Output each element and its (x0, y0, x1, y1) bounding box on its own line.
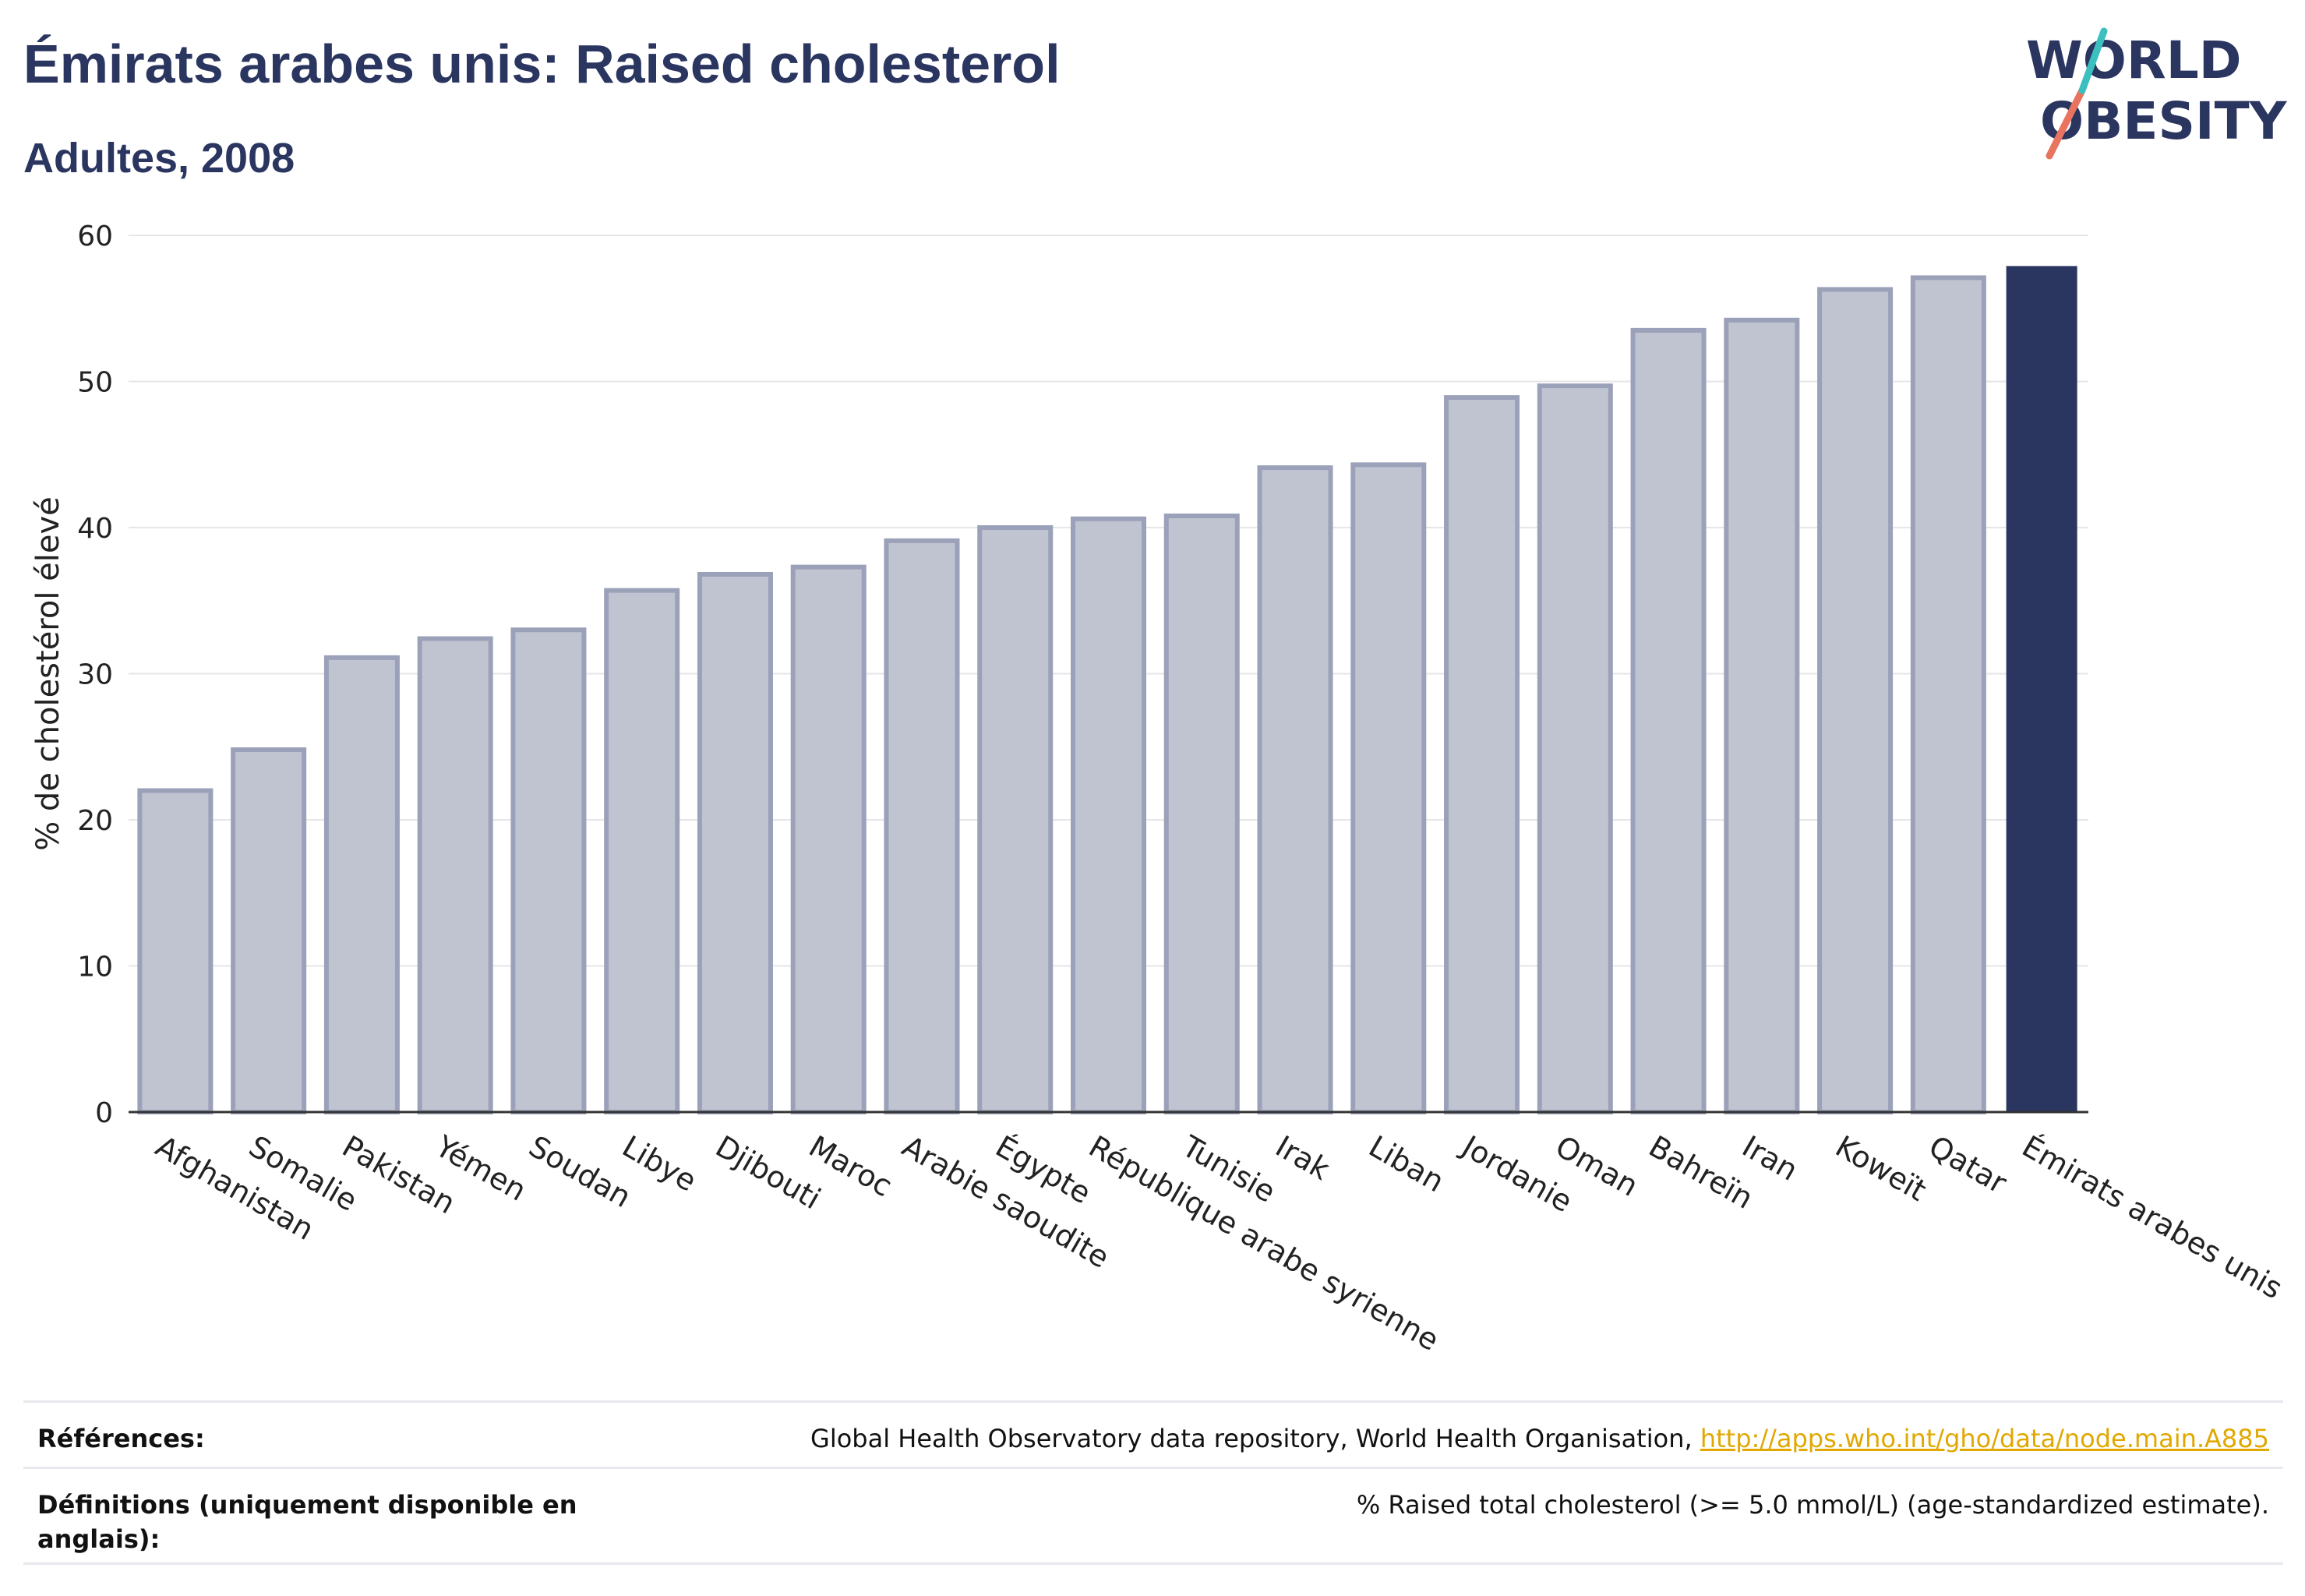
bar (977, 525, 1054, 1114)
bar (697, 572, 773, 1114)
x-tick-label: Bahreïn (1643, 1129, 1760, 1216)
bar (1070, 516, 1147, 1114)
y-tick-label: 40 (77, 513, 113, 545)
y-tick-label: 20 (77, 805, 113, 837)
y-tick-label: 30 (77, 659, 113, 691)
y-tick-label: 0 (95, 1097, 113, 1129)
bar (1537, 383, 1613, 1114)
bar (604, 588, 680, 1114)
footer-definitions: Définitions (uniquement disponible en an… (23, 1467, 2283, 1565)
bar (1257, 465, 1333, 1114)
bar (510, 627, 587, 1114)
x-tick-label: Qatar (1923, 1129, 2013, 1201)
bar (137, 788, 214, 1114)
bar (1910, 275, 1986, 1114)
references-link[interactable]: http://apps.who.int/gho/data/node.main.A… (1700, 1424, 2269, 1453)
world-obesity-logo: WORLD OBESITY (2026, 27, 2288, 160)
bar (231, 747, 307, 1114)
y-tick-label: 60 (77, 221, 113, 252)
chart-subtitle: Adultes, 2008 (23, 135, 295, 182)
logo-slash-accent (2046, 87, 2086, 160)
definitions-label: Définitions (uniquement disponible en an… (37, 1490, 577, 1554)
logo-line2: OBESITY (2040, 91, 2288, 151)
y-axis-title: % de cholestérol élevé (30, 496, 66, 851)
bar (1817, 287, 1894, 1114)
bar (1724, 317, 1800, 1114)
bar (1350, 462, 1427, 1114)
x-tick-label: Koweït (1830, 1129, 1932, 1208)
bar (884, 538, 960, 1114)
footer-references: Références: Global Health Observatory da… (23, 1400, 2283, 1467)
bar (417, 636, 493, 1114)
y-tick-label: 50 (77, 367, 113, 399)
references-label: Références: (37, 1424, 205, 1453)
logo-slash-accent-2 (2078, 27, 2108, 94)
x-tick-label: Émirats arabes unis (2017, 1129, 2289, 1306)
x-tick-label: Soudan (523, 1129, 637, 1215)
bar (323, 655, 400, 1114)
bar (2006, 266, 2077, 1112)
x-tick-label: Liban (1363, 1129, 1449, 1199)
bar (1630, 327, 1707, 1114)
bar (1163, 514, 1240, 1114)
bar (1444, 395, 1520, 1114)
references-text: Global Health Observatory data repositor… (810, 1424, 1693, 1453)
x-tick-label: Djibouti (710, 1129, 827, 1216)
logo-line1: WORLD (2026, 30, 2242, 90)
references-value: Global Health Observatory data repositor… (810, 1421, 2283, 1456)
y-tick-label: 10 (77, 952, 113, 983)
chart-title: Émirats arabes unis: Raised cholesterol (23, 34, 1061, 94)
definitions-value: % Raised total cholesterol (>= 5.0 mmol/… (1356, 1490, 2269, 1520)
bar (790, 564, 867, 1114)
